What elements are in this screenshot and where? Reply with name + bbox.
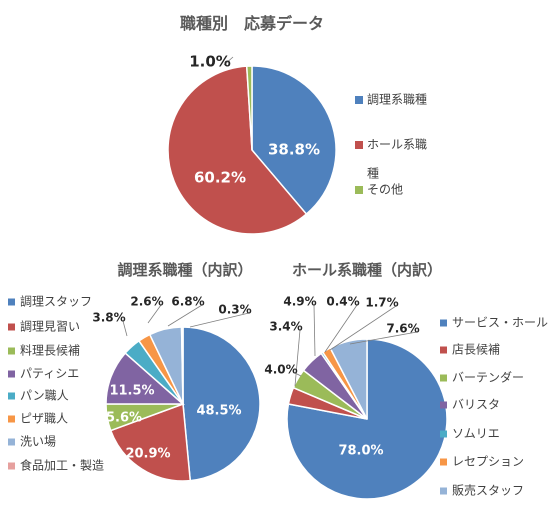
pie-slice-0-1	[167, 65, 308, 235]
pie-slice-1-7	[180, 326, 184, 405]
legend-swatch-2-3	[440, 401, 447, 409]
legend-label-2-2: バーテンダー	[452, 370, 524, 385]
data-label-1-2: 5.6%	[106, 411, 142, 426]
legend-label-1-5: ピザ職人	[20, 412, 68, 426]
pie-slice-2-6	[329, 338, 368, 420]
legend-swatch-0-2	[355, 186, 363, 194]
data-label-2-5: 1.7%	[365, 296, 398, 310]
leader-line-2-1	[294, 329, 301, 387]
legend-label-1-7: 食品加工・製造	[20, 458, 104, 473]
data-label-1-1: 20.9%	[125, 447, 170, 462]
data-label-2-6: 7.6%	[386, 322, 419, 336]
leader-line-1-7	[189, 312, 250, 328]
data-label-1-4: 3.8%	[92, 311, 125, 325]
data-label-0-1: 60.2%	[194, 169, 246, 187]
legend-swatch-1-5	[8, 415, 15, 423]
legend-label-2-6: 販売スタッフ	[452, 483, 524, 498]
legend-swatch-2-0	[440, 319, 447, 327]
legend-label-1-4: パン職人	[20, 389, 69, 403]
legend-swatch-1-6	[8, 438, 15, 446]
legend-swatch-1-3	[8, 370, 15, 378]
pie-chart-1: 48.5% 20.9% 5.6% 11.5% 3.8% 2.6% 6.8% 0.3% 調理スタッ…	[8, 295, 261, 482]
legend-label-2-3: バリスタ	[452, 398, 500, 412]
legend-swatch-1-7	[8, 462, 15, 470]
legend-swatch-2-2	[440, 374, 447, 382]
data-label-2-2: 4.0%	[264, 363, 297, 377]
leader-line-1-6	[167, 304, 203, 327]
data-label-2-1: 3.4%	[269, 320, 302, 334]
pie-chart-2: 78.0% 3.4% 4.0% 4.9% 0.4% 1.7% 7.6% サービス・ホール店長候…	[264, 295, 548, 500]
leader-line-2-3	[313, 304, 316, 357]
legend-swatch-0-0	[355, 96, 363, 104]
data-label-2-3: 4.9%	[283, 295, 316, 309]
legend-label-1-0: 調理スタッフ	[20, 295, 92, 309]
leader-line-0-2	[223, 56, 234, 66]
legend-label-1-2: 料理長候補	[20, 344, 80, 358]
leader-line-2-6	[349, 331, 418, 345]
legend-label-2-0: サービス・ホール	[452, 316, 548, 330]
pie-slice-0-2	[245, 65, 253, 151]
chart-title-main: 職種別 応募データ	[180, 14, 324, 33]
legend-label-2-4: ソムリエ	[452, 427, 500, 441]
legend-label-0-2: その他	[367, 183, 403, 197]
legend-swatch-2-4	[440, 430, 447, 438]
leader-line-2-4	[324, 304, 358, 353]
legend-label-2-1: 店長候補	[452, 343, 500, 357]
legend-label-2-5: レセプション	[452, 455, 524, 469]
legend-label-1-3: パティシエ	[20, 367, 79, 381]
data-label-1-5: 2.6%	[130, 295, 163, 309]
legend-swatch-1-4	[8, 392, 15, 400]
data-label-2-4: 0.4%	[326, 295, 359, 309]
leader-line-1-4	[122, 320, 128, 337]
legend-label-1-6: 洗い場	[20, 435, 56, 449]
legend-label-0-0: 調理系職種	[367, 93, 427, 107]
leader-line-2-5	[329, 305, 397, 351]
chart-title-hall: ホール系職種（内訳）	[292, 261, 442, 279]
legend-swatch-0-1	[355, 141, 363, 149]
data-label-1-7: 0.3%	[218, 303, 251, 317]
data-label-1-6: 6.8%	[171, 295, 204, 309]
data-label-0-2: 1.0%	[189, 53, 231, 71]
leader-line-2-2	[294, 372, 302, 377]
leader-line-1-5	[147, 304, 162, 324]
pie-slice-0-0	[251, 65, 337, 216]
chart-title-cooking: 調理系職種（内訳）	[117, 261, 252, 279]
legend-label-1-1: 調理見習い	[20, 320, 80, 334]
legend-swatch-2-1	[440, 346, 447, 354]
data-label-1-3: 11.5%	[109, 384, 154, 399]
legend-swatch-2-5	[440, 458, 447, 466]
data-label-2-0: 78.0%	[338, 444, 383, 459]
pie-slice-1-0	[182, 326, 261, 482]
legend-label-0-1: ホール系職	[367, 138, 427, 152]
data-label-1-0: 48.5%	[196, 404, 241, 419]
legend-label-0-1-line1: 種	[367, 167, 379, 181]
legend-swatch-2-6	[440, 487, 447, 495]
legend-swatch-1-2	[8, 347, 15, 355]
legend-swatch-1-1	[8, 323, 15, 331]
legend-swatch-1-0	[8, 298, 15, 306]
data-label-0-0: 38.8%	[268, 141, 320, 159]
